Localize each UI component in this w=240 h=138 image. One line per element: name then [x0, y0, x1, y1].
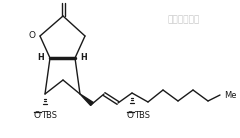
- Text: H: H: [81, 52, 87, 62]
- Text: 北京荣耀生物: 北京荣耀生物: [168, 15, 200, 25]
- Text: O: O: [126, 112, 133, 120]
- Text: H: H: [38, 52, 44, 62]
- Polygon shape: [80, 94, 93, 106]
- Text: Me: Me: [224, 91, 236, 99]
- Text: TBS: TBS: [41, 112, 57, 120]
- Text: TBS: TBS: [134, 112, 150, 120]
- Text: O: O: [34, 112, 41, 120]
- Text: O: O: [29, 30, 36, 39]
